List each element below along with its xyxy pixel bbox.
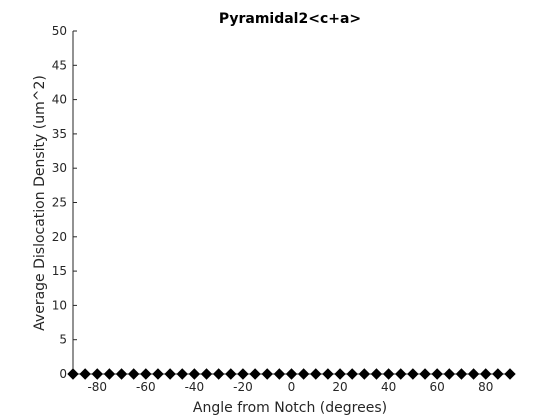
- x-tick-label: -20: [233, 380, 253, 394]
- y-tick-label: 15: [52, 264, 67, 278]
- x-axis-label: Angle from Notch (degrees): [193, 400, 387, 416]
- x-tick-label: 0: [288, 380, 296, 394]
- y-tick-label: 35: [52, 127, 67, 141]
- y-tick-label: 20: [52, 230, 67, 244]
- x-tick-label: -60: [136, 380, 156, 394]
- y-tick-label: 50: [52, 24, 67, 38]
- y-axis-label: Average Dislocation Density (um^2): [32, 75, 48, 331]
- x-tick-label: 80: [478, 380, 493, 394]
- x-tick-label: 40: [381, 380, 396, 394]
- x-tick-label: -40: [185, 380, 205, 394]
- chart-title: Pyramidal2<c+a>: [219, 11, 361, 27]
- x-tick-label: -80: [87, 380, 107, 394]
- y-tick-label: 25: [52, 196, 67, 210]
- data-markers: [68, 369, 515, 379]
- y-tick-label: 30: [52, 161, 67, 175]
- x-tick-label: 60: [430, 380, 445, 394]
- x-tick-label: 20: [332, 380, 347, 394]
- y-tick-label: 40: [52, 93, 67, 107]
- y-tick-label: 10: [52, 298, 67, 312]
- y-tick-label: 0: [59, 367, 67, 381]
- y-tick-label: 5: [59, 333, 67, 347]
- y-tick-label: 45: [52, 58, 67, 72]
